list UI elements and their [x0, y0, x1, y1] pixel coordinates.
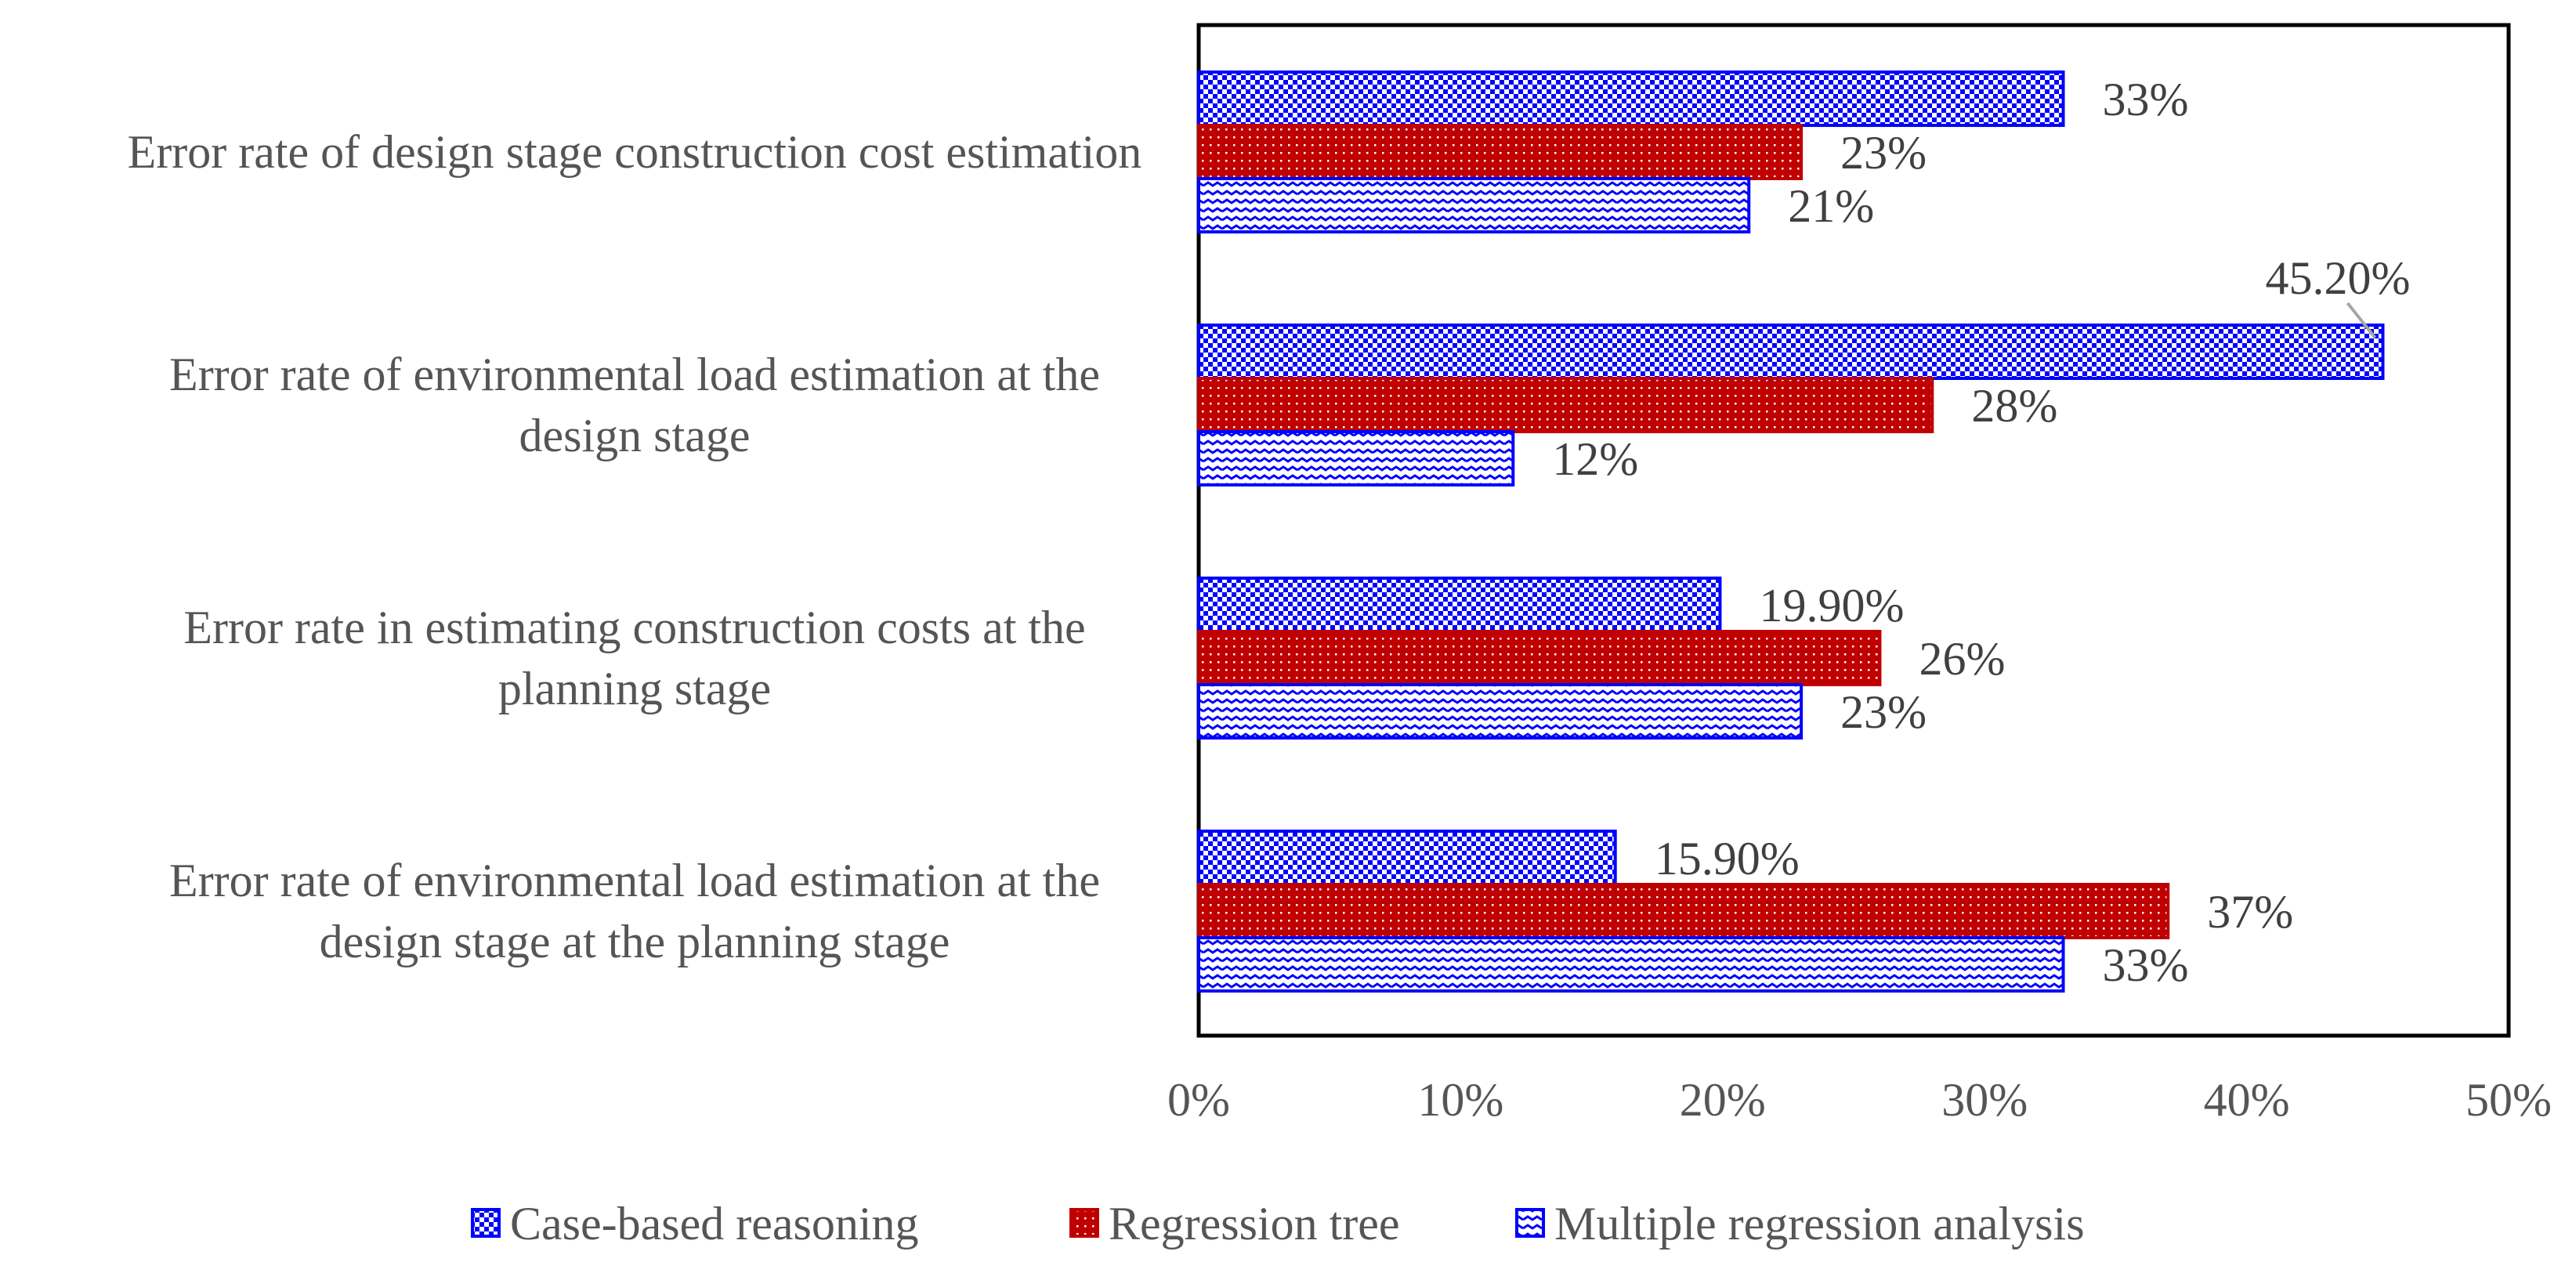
bar-case-based-reasoning-2	[1197, 324, 2385, 380]
data-label-multiple-regression-analysis-4: 33%	[2103, 939, 2189, 991]
bar-regression-tree-2	[1197, 377, 1934, 433]
x-tick-label-0: 0%	[1167, 1074, 1230, 1126]
data-label-regression-tree-3: 26%	[1919, 633, 2005, 685]
legend-swatch-case-based-reasoning	[471, 1208, 501, 1238]
category-labels: Error rate of design stage construction …	[128, 126, 1142, 967]
bar-case-based-reasoning-4	[1197, 830, 1617, 886]
bar-regression-tree-3	[1197, 630, 1882, 686]
data-label-case-based-reasoning-4: 15.90%	[1655, 833, 1800, 884]
plot-area-frame	[1196, 23, 2511, 1038]
legend-label-regression-tree: Regression tree	[1109, 1198, 1400, 1249]
legend-swatch-multiple-regression-analysis	[1515, 1208, 1545, 1238]
x-tick-label-40: 40%	[2204, 1074, 2290, 1126]
bar-regression-tree-1	[1197, 124, 1804, 180]
x-tick-label-10: 10%	[1417, 1074, 1503, 1126]
data-label-regression-tree-1: 23%	[1840, 127, 1927, 179]
category-label-2: Error rate of environmental load estimat…	[169, 349, 1100, 461]
data-label-leader-line	[2346, 302, 2377, 339]
category-label-1: Error rate of design stage construction …	[128, 126, 1142, 178]
data-label-multiple-regression-analysis-3: 23%	[1840, 686, 1927, 738]
legend-swatch-regression-tree	[1069, 1208, 1099, 1238]
category-label-3: Error rate in estimating construction co…	[183, 602, 1085, 714]
bar-case-based-reasoning-3	[1197, 577, 1722, 633]
x-axis-ticks: 0% 10% 20% 30% 40% 50%	[1167, 1074, 2552, 1126]
category-label-4: Error rate of environmental load estimat…	[169, 855, 1100, 967]
x-tick-label-20: 20%	[1680, 1074, 1766, 1126]
legend-label-case-based-reasoning: Case-based reasoning	[510, 1198, 918, 1249]
data-label-regression-tree-4: 37%	[2207, 886, 2293, 938]
x-tick-label-30: 30%	[1941, 1074, 2028, 1126]
data-label-case-based-reasoning-1: 33%	[2103, 74, 2189, 125]
data-label-multiple-regression-analysis-2: 12%	[1552, 433, 1638, 485]
data-label-multiple-regression-analysis-1: 21%	[1788, 180, 1874, 232]
data-label-regression-tree-2: 28%	[1971, 380, 2057, 432]
legend-label-multiple-regression-analysis: Multiple regression analysis	[1554, 1198, 2085, 1249]
bars	[1197, 71, 2385, 993]
bar-multiple-regression-analysis-4	[1197, 936, 2065, 993]
bar-multiple-regression-analysis-1	[1197, 177, 1751, 233]
data-label-case-based-reasoning-3: 19.90%	[1759, 580, 1904, 631]
legend: Case-based reasoning Regression tree Multi…	[471, 1198, 2085, 1249]
bar-multiple-regression-analysis-3	[1197, 683, 1804, 740]
bar-case-based-reasoning-1	[1197, 71, 2065, 127]
x-tick-label-50: 50%	[2466, 1074, 2552, 1126]
data-label-case-based-reasoning-2: 45.20%	[2265, 252, 2410, 304]
bar-multiple-regression-analysis-2	[1197, 430, 1515, 486]
bar-regression-tree-4	[1197, 883, 2170, 939]
data-labels: 33%23%21%45.20%28%12%19.90%26%23%15.90%3…	[1552, 74, 2410, 991]
